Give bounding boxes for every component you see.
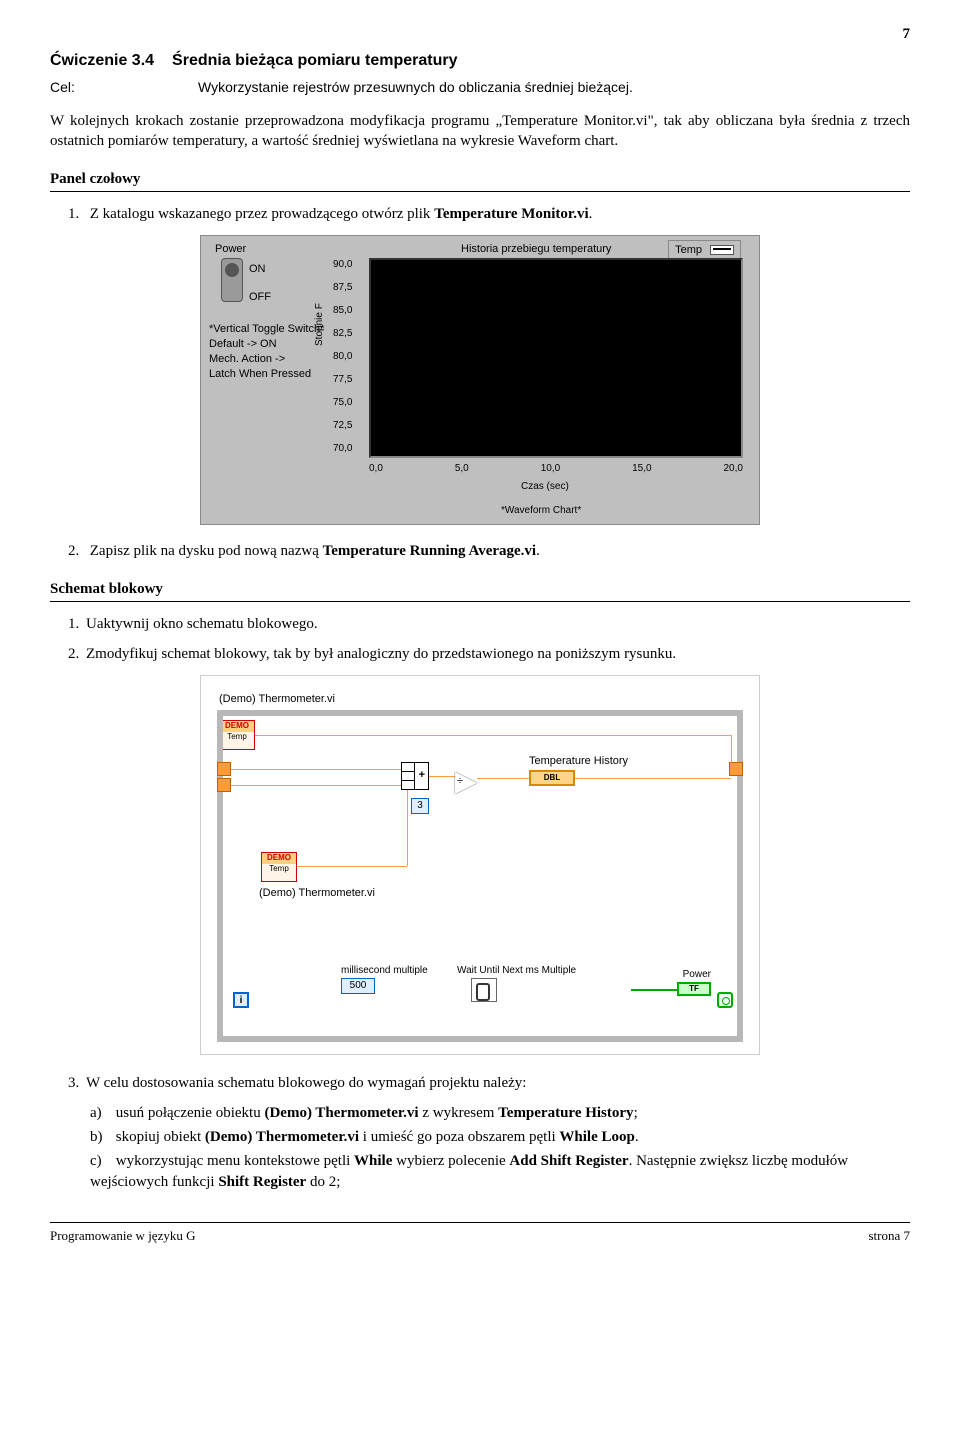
on-off-labels: ON OFF [249,260,271,306]
temperature-history-terminal[interactable]: DBL [529,770,575,786]
wait-node-icon[interactable] [471,978,497,1002]
labview-front-panel: Power ON OFF *Vertical Toggle Switch* De… [200,235,760,525]
ms-multiple-constant[interactable]: 500 [341,978,375,994]
labview-block-diagram: (Demo) Thermometer.vi DEMOTemp 3 ÷ Tempe… [200,675,760,1055]
numeric-constant-3[interactable]: 3 [411,798,429,814]
substep-a: a) usuń połączenie obiektu (Demo) Thermo… [90,1103,910,1123]
x-ticks: 0,05,010,0 15,020,0 [369,462,743,476]
ms-multiple-label: millisecond multiple [341,964,428,978]
iteration-terminal[interactable]: i [233,992,249,1008]
y-ticks: 90,087,585,0 82,580,077,5 75,072,570,0 [333,258,352,456]
panel-step-2: 2. Zapisz plik na dysku pod nową nazwą T… [68,541,910,561]
demo-thermometer-label-2: (Demo) Thermometer.vi [259,886,375,901]
demo-thermometer-node-2[interactable]: DEMOTemp [261,852,297,882]
compound-add-node[interactable] [401,762,429,790]
exercise-number: Ćwiczenie 3.4 [50,50,154,72]
panel-step-1: 1. Z katalogu wskazanego przez prowadząc… [68,204,910,224]
divide-symbol: ÷ [457,774,463,789]
footer-right: strona 7 [868,1227,910,1245]
waveform-chart[interactable] [369,258,743,458]
power-terminal-label: Power [683,968,711,982]
substep-c: c) wykorzystując menu kontekstowe pętli … [90,1151,910,1192]
section-block-heading: Schemat blokowy [50,579,910,602]
substep-b: b) skopiuj obiekt (Demo) Thermometer.vi … [90,1127,910,1147]
demo-thermometer-label-1: (Demo) Thermometer.vi [219,692,335,707]
exercise-title: Średnia bieżąca pomiaru temperatury [172,50,457,72]
power-toggle-switch[interactable] [221,258,243,302]
cel-text: Wykorzystanie rejestrów przesuwnych do o… [198,78,633,97]
legend-swatch-icon [710,245,734,255]
intro-paragraph: W kolejnych krokach zostanie przeprowadz… [50,111,910,152]
y-axis-label: Stopnie F [313,303,327,346]
section-panel-heading: Panel czołowy [50,169,910,192]
shift-register-left-1[interactable] [217,762,231,776]
block-step-3: 3.W celu dostosowania schematu blokowego… [68,1073,910,1093]
chart-title: Historia przebiegu temperatury [461,242,611,257]
waveform-chart-caption: *Waveform Chart* [501,504,581,518]
switch-description: *Vertical Toggle Switch* Default -> ON M… [209,322,324,382]
block-step-2: 2.Zmodyfikuj schemat blokowy, tak by był… [68,644,910,664]
power-boolean-terminal[interactable]: TF [677,982,711,996]
page-number-top: 7 [50,24,910,44]
block-step-1: 1.Uaktywnij okno schematu blokowego. [68,614,910,634]
footer-left: Programowanie w języku G [50,1227,196,1245]
x-axis-label: Czas (sec) [521,480,569,494]
loop-condition-terminal[interactable] [717,992,733,1008]
page-footer: Programowanie w języku G strona 7 [50,1222,910,1245]
cel-label: Cel: [50,78,180,97]
temperature-history-label: Temperature History [529,754,628,769]
wait-node-label: Wait Until Next ms Multiple [457,964,576,978]
power-label: Power [215,242,246,257]
shift-register-left-2[interactable] [217,778,231,792]
